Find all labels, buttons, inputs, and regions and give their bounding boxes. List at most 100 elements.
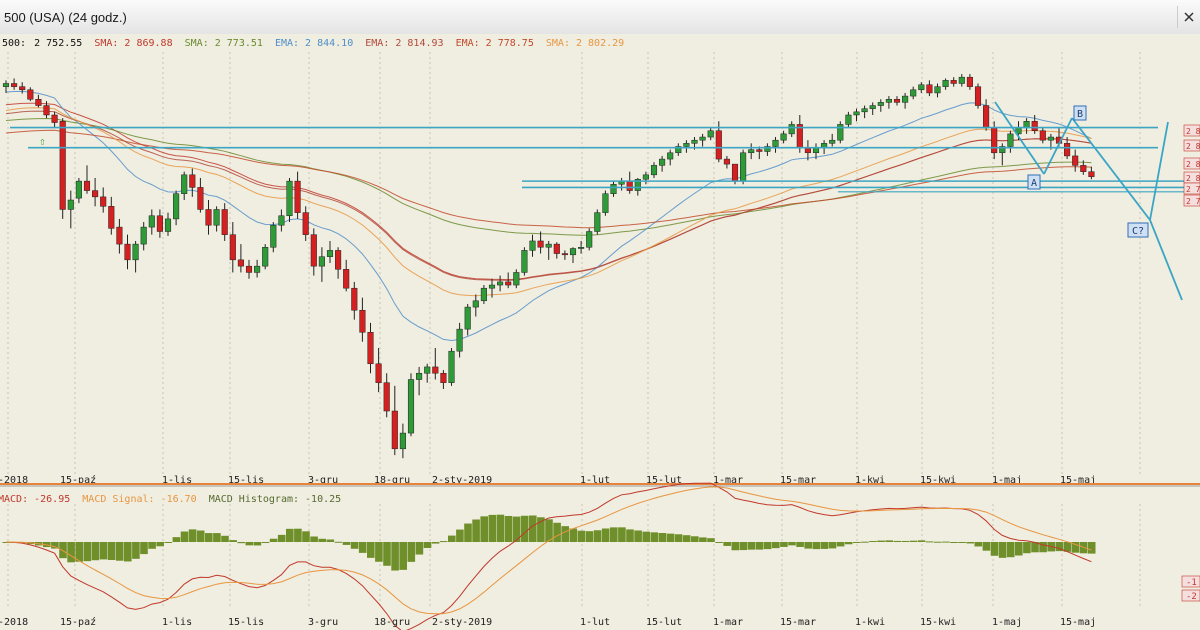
macd-histogram-bar <box>91 542 100 561</box>
candle-body <box>480 287 487 302</box>
wave-label-box[interactable] <box>1027 174 1041 190</box>
candle-body <box>318 256 325 267</box>
candle-body <box>877 102 884 106</box>
candle-body <box>691 139 698 144</box>
price-tag: 2 8 <box>1186 174 1200 183</box>
macd-pane: -1-2 <box>2 482 1200 630</box>
support-levels[interactable] <box>10 126 1185 193</box>
macd-histogram-bar <box>431 542 440 544</box>
candle-body <box>213 209 220 226</box>
x-tick-label: 3-gru <box>308 617 338 628</box>
macd-histogram-bar <box>1063 542 1072 552</box>
candle-body <box>124 243 131 261</box>
macd-histogram-bar <box>1087 542 1096 554</box>
x-tick-label: 1-kwi <box>855 475 885 486</box>
macd-histogram-bar <box>269 538 278 542</box>
macd-histogram-bar <box>796 542 804 547</box>
x-tick-label: 15-paź <box>60 616 96 628</box>
macd-histogram-bar <box>836 542 845 547</box>
wave-line[interactable] <box>1149 219 1183 301</box>
macd-histogram-bar <box>188 529 197 542</box>
wave-label-0[interactable]: A <box>1031 178 1037 189</box>
macd-histogram-bar <box>107 542 116 561</box>
macd-histogram-bar <box>115 542 124 561</box>
macd-histogram-bar <box>942 541 950 543</box>
legend-last: 2 752.55 <box>34 38 82 49</box>
legend-sma-1: SMA: 2 869.88 <box>94 38 172 49</box>
macd-histogram-bar <box>755 542 764 550</box>
candle-body <box>424 366 431 374</box>
candle-body <box>440 372 447 383</box>
macd-right-tick: -1 <box>1186 578 1197 588</box>
price-chart[interactable]: A B C? 2 8 2 8 2 8 2 8 2 7 2 7 ⇧ -2018 15-paź 1-lis… <box>0 34 1200 630</box>
macd-histogram-bar <box>1039 542 1047 553</box>
x-tick-label: -2018 <box>0 475 28 486</box>
close-button[interactable] <box>1177 6 1200 28</box>
candle-body <box>715 130 722 160</box>
candle-body <box>367 332 374 365</box>
macd-histogram-bar <box>294 528 302 542</box>
candle-body <box>326 250 334 257</box>
macd-histogram-bar <box>196 530 205 542</box>
moving-average-line <box>5 129 1092 229</box>
wave-line[interactable] <box>994 101 1045 175</box>
candle-body <box>926 84 933 94</box>
candle-body <box>885 98 892 103</box>
wave-label-2[interactable]: C? <box>1132 226 1144 237</box>
macd-histogram-bar <box>869 541 877 543</box>
candle-body <box>675 146 682 154</box>
macd-histogram-bar <box>707 538 715 542</box>
candle-body <box>553 243 560 254</box>
candle-body <box>343 269 350 289</box>
candle-body <box>1080 165 1087 172</box>
candle-body <box>1039 130 1046 141</box>
candle-body <box>505 281 512 286</box>
moving-average-line <box>5 107 1092 297</box>
candle-body <box>650 165 658 176</box>
wave-line[interactable] <box>1043 117 1073 175</box>
candle-body <box>59 121 66 210</box>
macd-histogram-bar <box>626 529 634 542</box>
candle-body <box>942 80 949 87</box>
x-tick-label: 1-mar <box>713 617 743 628</box>
candle-body <box>610 184 617 194</box>
candle-body <box>173 193 180 220</box>
macd-histogram-bar <box>261 542 270 544</box>
macd-histogram-bar <box>415 542 424 555</box>
wave-label-box[interactable] <box>1073 105 1087 121</box>
macd-histogram-bar <box>731 542 740 551</box>
legend-prefix: 500: <box>2 38 26 49</box>
candle-body <box>254 265 261 273</box>
wave-label-box[interactable] <box>1127 222 1149 238</box>
macd-histogram-bar <box>245 542 254 546</box>
candle-body <box>359 309 366 333</box>
candle-body <box>67 199 74 210</box>
candle-body <box>740 152 747 182</box>
macd-histogram-bar <box>990 542 999 556</box>
macd-histogram-bar <box>763 542 772 550</box>
candle-body <box>472 300 479 308</box>
wave-line[interactable] <box>1149 121 1169 221</box>
candle-body <box>756 149 763 152</box>
wave-label-1[interactable]: B <box>1077 109 1083 120</box>
price-tag-box <box>1183 124 1200 137</box>
wave-line[interactable] <box>1071 117 1151 221</box>
x-tick-label: 1-maj <box>992 475 1022 486</box>
candle-body <box>448 350 455 383</box>
candle-body <box>529 240 536 251</box>
candle-body <box>893 98 901 103</box>
macd-histogram-bar <box>326 539 335 542</box>
x-tick-label: 15-lis <box>228 617 264 628</box>
candle-body <box>910 89 917 97</box>
elliott-waves[interactable]: A B C? 2 8 2 8 2 8 2 8 2 7 2 7 ⇧ <box>39 101 1200 301</box>
macd-histogram-bar <box>885 540 893 542</box>
candle-body <box>999 146 1006 154</box>
price-tag-box <box>1183 182 1200 195</box>
macd-histogram-bar <box>391 542 399 571</box>
macd-histogram-bar <box>561 526 569 542</box>
macd-histogram-bar <box>237 542 245 544</box>
candle-body <box>407 379 415 434</box>
macd-histogram-bar <box>537 517 545 542</box>
macd-value-tag <box>1181 575 1200 588</box>
macd-histogram-bar <box>593 530 602 542</box>
